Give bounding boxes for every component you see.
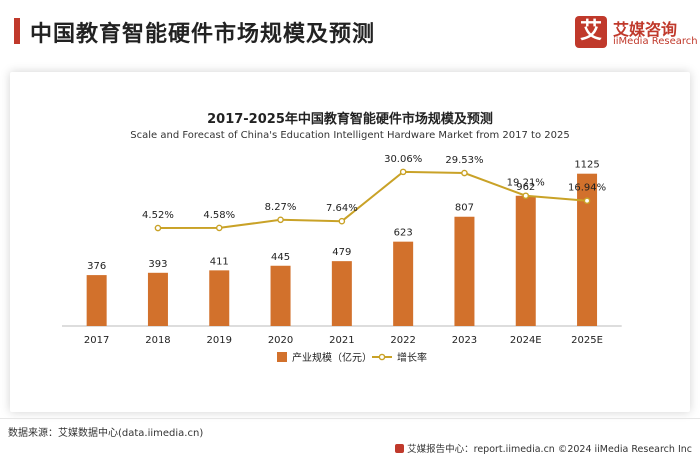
bar: [454, 216, 475, 326]
growth-rate-point: [583, 197, 591, 205]
chart-card: [10, 72, 690, 412]
bar: [331, 261, 352, 326]
growth-rate-point: [399, 168, 407, 176]
growth-rate-label: 4.58%: [203, 210, 235, 221]
x-tick-label: 2019: [207, 335, 232, 346]
growth-rate-point: [215, 224, 223, 232]
bar-value-label: 962: [516, 182, 535, 193]
title-accent-bar: [14, 18, 20, 44]
growth-rate-point: [338, 217, 346, 225]
growth-rate-label: 8.27%: [265, 202, 297, 213]
chart-title: 2017-2025年中国教育智能硬件市场规模及预测: [207, 112, 493, 127]
bar: [270, 265, 291, 326]
bar: [577, 173, 598, 326]
legend-swatch-point: [378, 353, 386, 361]
bar: [209, 270, 230, 326]
growth-rate-label: 19.21%: [507, 178, 545, 189]
data-source: 数据来源：艾媒数据中心(data.iimedia.cn): [8, 428, 204, 439]
growth-rate-label: 16.94%: [568, 183, 606, 194]
report-center-icon: [395, 444, 405, 453]
top-bar: 中国教育智能硬件市场规模及预测 艾 艾媒咨询 iiMedia Research: [0, 0, 700, 62]
bar: [147, 272, 168, 326]
legend-swatch-bar: [277, 352, 287, 362]
x-tick-label: 2023: [452, 335, 477, 346]
x-tick-label: 2017: [84, 335, 109, 346]
growth-rate-point: [154, 224, 162, 232]
growth-rate-label: 4.52%: [142, 210, 174, 221]
bar-value-label: 393: [148, 259, 167, 270]
chart-subtitle: Scale and Forecast of China's Education …: [130, 130, 570, 141]
legend-label-line: 增长率: [397, 351, 427, 364]
growth-rate-label: 29.53%: [445, 155, 483, 166]
growth-rate-point: [277, 216, 284, 224]
page-title: 中国教育智能硬件市场规模及预测: [30, 22, 376, 47]
footer-divider: [0, 418, 700, 419]
logo-mark-icon: 艾: [575, 16, 607, 48]
legend-label-bar: 产业规模（亿元）: [292, 351, 372, 364]
growth-rate-point: [522, 192, 530, 200]
bar-value-label: 445: [271, 252, 290, 263]
x-tick-label: 2024E: [510, 335, 542, 346]
footer-right-text: 艾媒报告中心：report.iimedia.cn ©2024 iiMedia R…: [407, 444, 692, 455]
x-tick-label: 2020: [268, 335, 293, 346]
bar-value-label: 807: [455, 203, 474, 214]
logo-name-cn: 艾媒咨询: [613, 20, 678, 39]
bar-value-label: 623: [394, 228, 413, 239]
logo-name-en: iiMedia Research: [613, 36, 698, 47]
x-tick-label: 2022: [390, 335, 415, 346]
bar-value-label: 376: [87, 261, 106, 272]
growth-rate-line: [157, 170, 588, 230]
bar-value-label: 411: [210, 256, 229, 267]
growth-rate-label: 30.06%: [384, 154, 422, 165]
bar: [515, 195, 536, 326]
bar: [86, 275, 107, 326]
bar: [393, 241, 414, 326]
growth-rate-label: 7.64%: [326, 203, 358, 214]
growth-rate-point: [461, 169, 468, 177]
x-tick-label: 2021: [329, 335, 354, 346]
x-tick-label: 2025E: [571, 335, 603, 346]
bar-value-label: 479: [332, 247, 351, 258]
bar-value-label: 1125: [574, 160, 599, 171]
brand-logo: 艾 艾媒咨询 iiMedia Research: [575, 14, 698, 54]
footer-copyright: 艾媒报告中心：report.iimedia.cn ©2024 iiMedia R…: [395, 441, 692, 455]
x-tick-label: 2018: [145, 335, 170, 346]
